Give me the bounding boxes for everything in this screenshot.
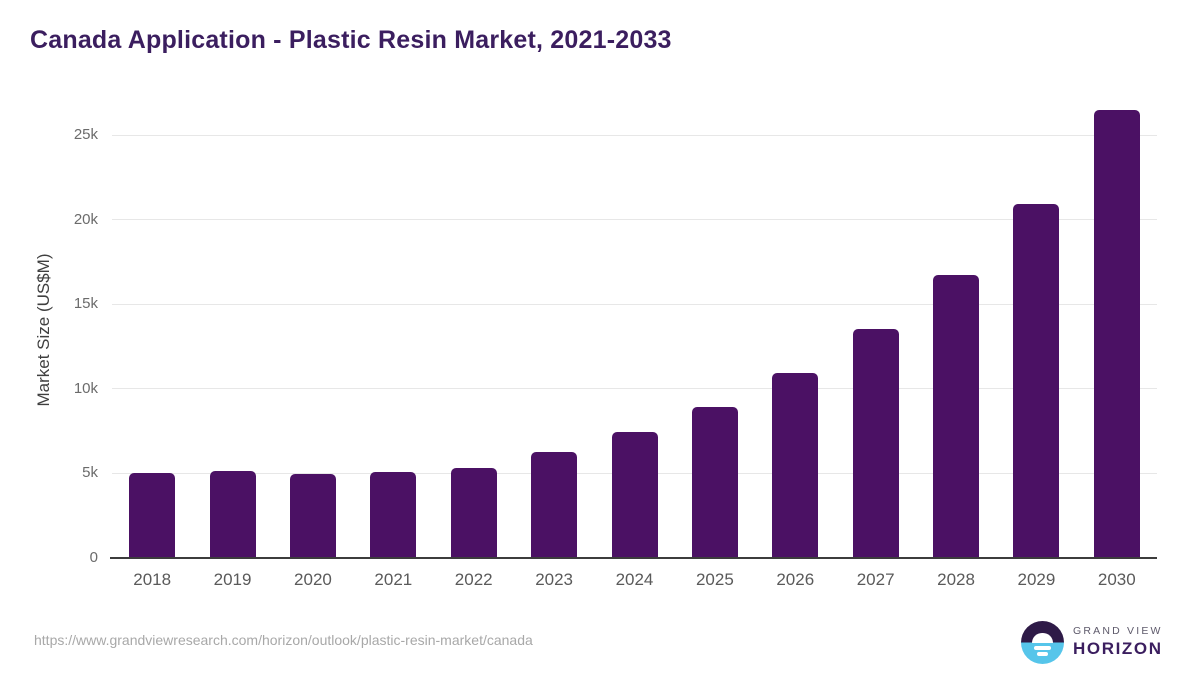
x-tick-label-2029: 2029 bbox=[1017, 570, 1056, 589]
bar-2027[interactable] bbox=[852, 329, 899, 558]
x-tick-label-2020: 2020 bbox=[294, 570, 332, 589]
bar-2026[interactable] bbox=[772, 372, 819, 558]
x-tick-label-2019: 2019 bbox=[213, 570, 252, 589]
bar-2024[interactable] bbox=[611, 431, 658, 558]
x-axis-line bbox=[110, 557, 1157, 559]
logo-product-name: HORIZON bbox=[1073, 639, 1163, 658]
bar-2021[interactable] bbox=[370, 471, 417, 558]
gridline-25k bbox=[112, 134, 1157, 136]
x-tick-label-2024: 2024 bbox=[615, 570, 654, 589]
logo-text: GRAND VIEW HORIZON bbox=[1073, 625, 1163, 659]
x-tick-label-2027: 2027 bbox=[856, 570, 895, 589]
x-tick-label-2023: 2023 bbox=[535, 570, 574, 589]
gridline-20k bbox=[112, 219, 1157, 221]
bar-2025[interactable] bbox=[691, 406, 738, 558]
bar-2019[interactable] bbox=[209, 471, 256, 558]
x-tick-label-2025: 2025 bbox=[695, 570, 734, 589]
source-url: https://www.grandviewresearch.com/horizo… bbox=[34, 632, 533, 648]
bar-2030[interactable] bbox=[1093, 110, 1140, 558]
x-tick-label-2026: 2026 bbox=[776, 570, 815, 589]
horizon-logo-icon bbox=[1021, 621, 1064, 664]
bar-2020[interactable] bbox=[289, 473, 336, 558]
x-tick-label-2022: 2022 bbox=[454, 570, 493, 589]
horizon-line-shape bbox=[1034, 646, 1051, 650]
x-tick-label-2018: 2018 bbox=[133, 570, 172, 589]
grandview-horizon-logo: GRAND VIEW HORIZON bbox=[1021, 621, 1171, 665]
y-tick-label-25k: 25k bbox=[73, 126, 98, 143]
bar-2029[interactable] bbox=[1013, 203, 1060, 558]
y-tick-label-0: 0 bbox=[89, 549, 98, 566]
y-tick-label-5k: 5k bbox=[82, 464, 98, 482]
logo-brand-name: GRAND VIEW bbox=[1073, 625, 1163, 637]
y-tick-label-20k: 20k bbox=[73, 210, 98, 228]
bar-2022[interactable] bbox=[450, 467, 497, 558]
bar-2023[interactable] bbox=[531, 452, 578, 558]
y-tick-label-15k: 15k bbox=[73, 295, 98, 313]
x-tick-label-2030: 2030 bbox=[1097, 570, 1136, 589]
gridline-15k bbox=[112, 303, 1157, 305]
x-tick-label-2021: 2021 bbox=[374, 570, 413, 589]
bar-2018[interactable] bbox=[129, 473, 176, 558]
y-tick-label-10k: 10k bbox=[73, 379, 98, 397]
chart-title: Canada Application - Plastic Resin Marke… bbox=[30, 26, 672, 54]
bar-2028[interactable] bbox=[933, 275, 980, 558]
gridline-10k bbox=[112, 388, 1157, 390]
horizon-line-shape bbox=[1037, 652, 1048, 656]
x-tick-label-2028: 2028 bbox=[937, 570, 975, 589]
horizon-arch-shape bbox=[1032, 632, 1053, 643]
